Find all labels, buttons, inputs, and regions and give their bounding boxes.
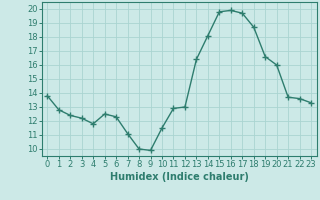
X-axis label: Humidex (Indice chaleur): Humidex (Indice chaleur) [110,172,249,182]
